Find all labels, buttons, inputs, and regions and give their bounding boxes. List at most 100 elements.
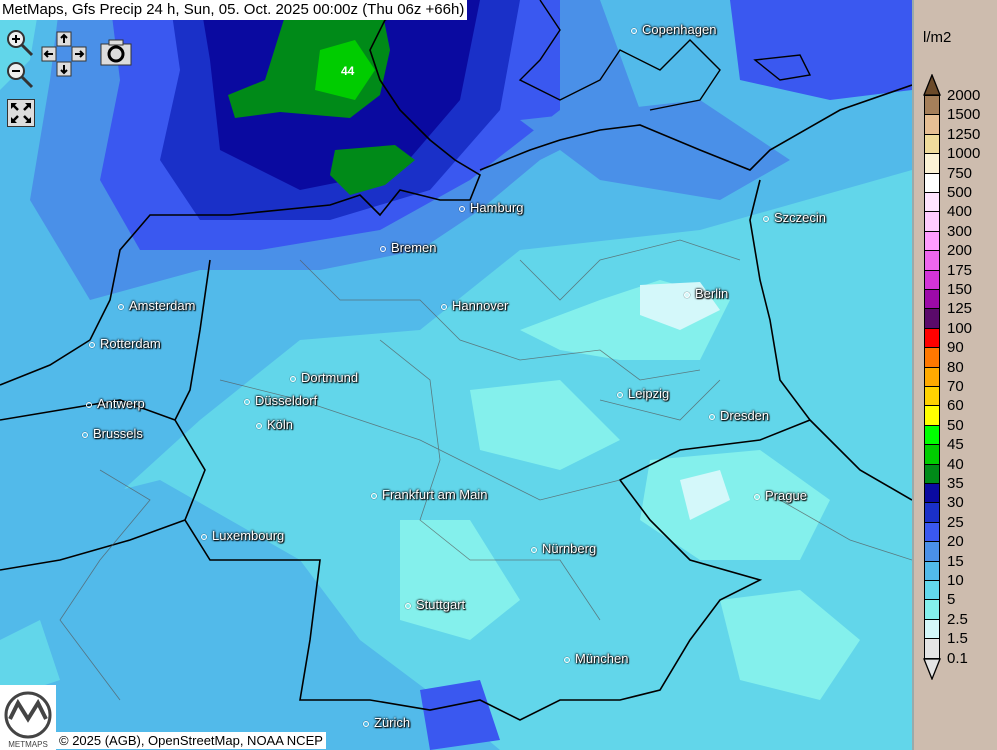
city-dot-icon — [684, 291, 690, 298]
city-dot-icon — [631, 27, 637, 34]
city-name: Köln — [267, 417, 294, 432]
city-name: Leipzig — [628, 386, 670, 401]
city-name: Rotterdam — [100, 336, 161, 351]
city-name: Hannover — [452, 298, 509, 313]
city-dot-icon — [118, 303, 124, 310]
city-dot-icon — [709, 413, 715, 420]
copyright-text: © 2025 (AGB), OpenStreetMap, NOAA NCEP — [56, 732, 326, 749]
zoom-out-icon[interactable] — [5, 60, 35, 90]
legend-label: 1250 — [947, 125, 981, 143]
city-dot-icon — [531, 546, 537, 553]
pan-arrows-icon[interactable] — [41, 31, 87, 77]
zoom-in-icon[interactable] — [5, 28, 35, 58]
legend-color-box — [924, 386, 940, 407]
city-dot-icon — [244, 398, 250, 405]
legend-label: 60 — [947, 397, 964, 415]
legend-color-box — [924, 347, 940, 368]
legend-label: 200 — [947, 242, 973, 260]
legend-label: 10 — [947, 572, 964, 589]
legend-label: 1000 — [947, 145, 981, 163]
legend-label: 50 — [947, 416, 964, 434]
city-label: Brussels — [82, 426, 143, 441]
legend-color-box — [924, 463, 940, 484]
city-label: Berlin — [684, 286, 728, 301]
legend-label: 80 — [947, 358, 964, 376]
city-label: Amsterdam — [118, 298, 195, 313]
city-name: Stuttgart — [416, 597, 466, 612]
legend-color-box — [924, 366, 940, 387]
legend-unit: l/m2 — [923, 29, 952, 46]
city-label: Bremen — [380, 240, 437, 255]
legend-label: 400 — [947, 203, 973, 221]
legend-label: 5 — [947, 591, 956, 609]
city-name: Antwerp — [97, 396, 145, 411]
legend-color-box — [924, 618, 940, 640]
legend-color-box — [924, 521, 940, 543]
legend-color-box — [924, 230, 940, 252]
legend-panel: l/m2 2000 1500 1250 1000 750 500 400 300 200 175 1… — [912, 0, 997, 750]
city-name: Prague — [765, 488, 807, 503]
legend-color-box — [924, 424, 940, 446]
precipitation-map[interactable]: MetMaps, Gfs Precip 24 h, Sun, 05. Oct. … — [0, 0, 912, 750]
legend-label: 0.1 — [947, 649, 968, 667]
camera-icon[interactable] — [100, 38, 132, 66]
city-name: Brussels — [93, 426, 143, 441]
legend-label: 70 — [947, 378, 964, 395]
city-dot-icon — [380, 245, 386, 252]
city-label: Stuttgart — [405, 597, 465, 612]
city-dot-icon — [89, 341, 95, 348]
legend-label: 2.5 — [947, 610, 968, 628]
legend-color-box — [924, 560, 940, 581]
city-label: Zürich — [363, 715, 410, 730]
city-name: München — [575, 651, 629, 666]
legend-label: 150 — [947, 281, 973, 298]
metmaps-logo[interactable]: METMAPS — [0, 685, 56, 750]
legend-color-box — [924, 250, 940, 271]
city-label: Antwerp — [86, 396, 145, 411]
legend-color-box — [924, 541, 940, 562]
map-value-label: 44 — [341, 64, 355, 78]
city-name: Szczecin — [774, 210, 827, 225]
legend-label: 1.5 — [947, 630, 968, 648]
city-label: Rotterdam — [89, 336, 161, 351]
city-dot-icon — [564, 656, 570, 663]
city-dot-icon — [82, 431, 88, 438]
legend-color-box — [924, 114, 940, 135]
city-label: Leipzig — [617, 386, 669, 401]
legend-label: 1500 — [947, 106, 981, 124]
precip-field — [0, 0, 912, 750]
fullscreen-icon[interactable] — [7, 99, 35, 127]
legend-label: 500 — [947, 184, 973, 201]
city-label: Copenhagen — [631, 22, 716, 37]
legend-label: 20 — [947, 533, 964, 551]
legend-color-box — [924, 580, 940, 601]
city-dot-icon — [763, 215, 769, 222]
city-label: Frankfurt am Main — [371, 487, 487, 502]
city-dot-icon — [86, 401, 92, 408]
city-label: Hannover — [441, 298, 508, 313]
city-label: Prague — [754, 488, 807, 503]
city-label: München — [564, 651, 628, 666]
legend-color-box — [924, 502, 940, 523]
legend-label: 90 — [947, 339, 964, 357]
legend-label: 2000 — [947, 87, 981, 104]
city-label: Luxembourg — [201, 528, 284, 543]
legend-color-box — [924, 192, 940, 213]
legend-color-box — [924, 95, 940, 116]
legend-color-box — [924, 483, 940, 504]
city-name: Düsseldorf — [255, 393, 318, 408]
city-dot-icon — [290, 375, 296, 382]
city-name: Berlin — [695, 286, 729, 301]
legend-label: 35 — [947, 475, 964, 492]
city-label: Dresden — [709, 408, 769, 423]
legend-color-box — [924, 269, 940, 290]
legend-label: 40 — [947, 455, 964, 473]
city-dot-icon — [459, 205, 465, 212]
legend-color-box — [924, 289, 940, 310]
city-dot-icon — [363, 720, 369, 727]
legend-label: 175 — [947, 261, 973, 279]
svg-text:METMAPS: METMAPS — [8, 740, 48, 749]
city-dot-icon — [405, 602, 411, 609]
legend-under-arrow — [923, 657, 941, 680]
city-name: Nürnberg — [542, 541, 597, 556]
